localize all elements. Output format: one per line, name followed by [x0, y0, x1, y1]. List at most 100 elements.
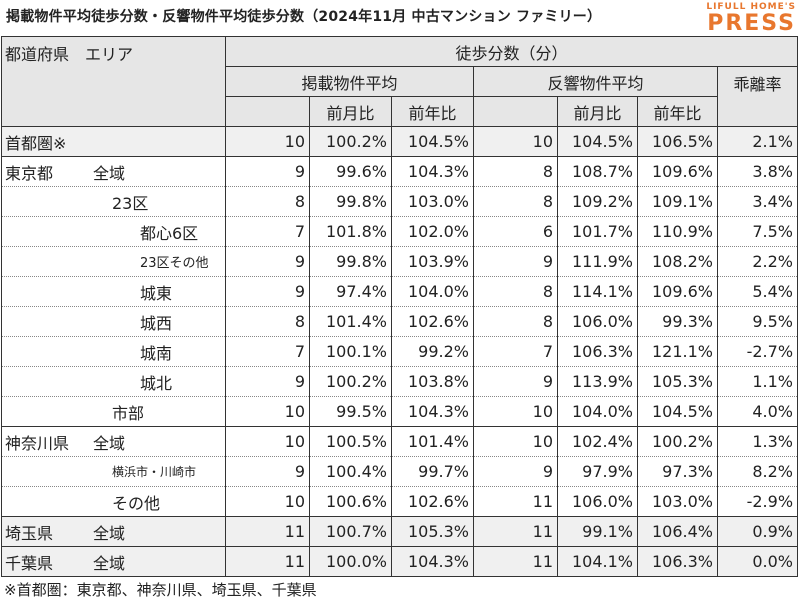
cell-listed-yoy: 101.4% — [391, 426, 474, 457]
row-label: 都心6区 — [1, 216, 226, 247]
area-label: 横浜市・川崎市 — [112, 465, 197, 479]
header-prefecture-area: 都道府県 エリア — [1, 36, 226, 127]
prefecture-label: 首都圏※ — [5, 133, 67, 153]
cell-response-minutes: 8 — [473, 276, 558, 307]
cell-listed-yoy: 105.3% — [391, 516, 474, 547]
cell-listed-minutes: 10 — [225, 126, 310, 157]
area-label: 城南 — [140, 343, 173, 363]
cell-response-mom: 108.7% — [557, 156, 638, 187]
table-row: 首都圏※ 10 100.2% 104.5% 10 104.5% 106.5% 2.1% — [1, 126, 799, 157]
cell-listed-mom: 99.8% — [309, 186, 392, 217]
table-row: 東京都 全域 9 99.6% 104.3% 8 108.7% 109.6% 3.8% — [1, 156, 799, 187]
cell-response-minutes: 11 — [473, 486, 558, 517]
table-row: 23区 8 99.8% 103.0% 8 109.2% 109.1% 3.4% — [1, 186, 799, 217]
cell-gap-rate: -2.7% — [716, 336, 799, 367]
walking-minutes-table: 都道府県 エリア 徒歩分数（分） 掲載物件平均 反響物件平均 乖離率 前月比 前… — [1, 36, 799, 577]
cell-response-mom: 97.9% — [557, 456, 638, 487]
prefecture-label: 神奈川県 — [5, 433, 70, 453]
row-label: 市部 — [1, 396, 226, 427]
cell-response-minutes: 9 — [473, 246, 558, 277]
cell-listed-yoy: 103.9% — [391, 246, 474, 277]
header-gap-rate: 乖離率 — [716, 66, 799, 127]
cell-response-mom: 114.1% — [557, 276, 638, 307]
cell-response-mom: 106.3% — [557, 336, 638, 367]
cell-gap-rate: -2.9% — [716, 486, 799, 517]
cell-listed-minutes: 8 — [225, 186, 310, 217]
row-label: 東京都 全域 — [1, 156, 226, 187]
cell-response-minutes: 11 — [473, 516, 558, 547]
table-row: 埼玉県 全域 11 100.7% 105.3% 11 99.1% 106.4% 0.9% — [1, 516, 799, 547]
cell-listed-yoy: 104.3% — [391, 546, 474, 577]
area-label: 全域 — [93, 433, 126, 453]
cell-listed-yoy: 99.7% — [391, 456, 474, 487]
cell-gap-rate: 3.8% — [716, 156, 799, 187]
cell-listed-minutes: 8 — [225, 306, 310, 337]
header-response-mom: 前月比 — [557, 96, 638, 127]
cell-listed-minutes: 9 — [225, 366, 310, 397]
cell-gap-rate: 0.0% — [716, 546, 799, 577]
area-label: 全域 — [93, 163, 126, 183]
cell-response-yoy: 106.3% — [637, 546, 718, 577]
cell-listed-mom: 100.2% — [309, 126, 392, 157]
page-title: 掲載物件平均徒歩分数・反響物件平均徒歩分数（2024年11月 中古マンション フ… — [6, 9, 602, 25]
row-label: 首都圏※ — [1, 126, 226, 157]
cell-listed-mom: 100.5% — [309, 426, 392, 457]
cell-listed-minutes: 7 — [225, 336, 310, 367]
cell-listed-mom: 100.2% — [309, 366, 392, 397]
area-label: 市部 — [112, 403, 145, 423]
row-label: その他 — [1, 486, 226, 517]
header-walking-minutes: 徒歩分数（分） — [224, 36, 799, 67]
row-label: 城南 — [1, 336, 226, 367]
table-row: 城北 9 100.2% 103.8% 9 113.9% 105.3% 1.1% — [1, 366, 799, 397]
cell-listed-mom: 101.8% — [309, 216, 392, 247]
area-label: 城西 — [140, 313, 173, 333]
cell-listed-minutes: 9 — [225, 156, 310, 187]
cell-response-yoy: 109.6% — [637, 276, 718, 307]
cell-response-minutes: 9 — [473, 366, 558, 397]
cell-gap-rate: 0.9% — [716, 516, 799, 547]
cell-response-minutes: 6 — [473, 216, 558, 247]
row-label: 神奈川県 全域 — [1, 426, 226, 457]
cell-response-mom: 104.5% — [557, 126, 638, 157]
cell-response-mom: 104.0% — [557, 396, 638, 427]
cell-response-yoy: 104.5% — [637, 396, 718, 427]
cell-response-minutes: 11 — [473, 546, 558, 577]
cell-response-mom: 106.0% — [557, 306, 638, 337]
cell-response-mom: 111.9% — [557, 246, 638, 277]
header-blank — [225, 96, 310, 127]
row-label: 23区 — [1, 186, 226, 217]
cell-listed-minutes: 11 — [225, 516, 310, 547]
table-row: 神奈川県 全域 10 100.5% 101.4% 10 102.4% 100.2% 1.3% — [1, 426, 799, 457]
cell-gap-rate: 7.5% — [716, 216, 799, 247]
row-label: 埼玉県 全域 — [1, 516, 226, 547]
table-row: 城西 8 101.4% 102.6% 8 106.0% 99.3% 9.5% — [1, 306, 799, 337]
cell-response-minutes: 7 — [473, 336, 558, 367]
cell-gap-rate: 2.2% — [716, 246, 799, 277]
cell-response-minutes: 10 — [473, 396, 558, 427]
cell-listed-mom: 99.6% — [309, 156, 392, 187]
brand-logo: LIFULL HOME'S PRESS — [676, 0, 796, 35]
cell-response-mom: 99.1% — [557, 516, 638, 547]
prefecture-label: 東京都 — [5, 163, 54, 183]
cell-listed-mom: 100.0% — [309, 546, 392, 577]
table-row: 城南 7 100.1% 99.2% 7 106.3% 121.1% -2.7% — [1, 336, 799, 367]
cell-listed-minutes: 11 — [225, 546, 310, 577]
cell-listed-minutes: 7 — [225, 216, 310, 247]
table-header: 都道府県 エリア 徒歩分数（分） 掲載物件平均 反響物件平均 乖離率 前月比 前… — [1, 36, 799, 127]
cell-response-yoy: 121.1% — [637, 336, 718, 367]
cell-gap-rate: 2.1% — [716, 126, 799, 157]
cell-listed-minutes: 10 — [225, 486, 310, 517]
cell-response-yoy: 110.9% — [637, 216, 718, 247]
table-row: その他 10 100.6% 102.6% 11 106.0% 103.0% -2.9% — [1, 486, 799, 517]
cell-listed-yoy: 103.0% — [391, 186, 474, 217]
row-label: 城西 — [1, 306, 226, 337]
cell-response-mom: 106.0% — [557, 486, 638, 517]
header-listed-mom: 前月比 — [309, 96, 392, 127]
cell-response-mom: 113.9% — [557, 366, 638, 397]
cell-listed-yoy: 102.6% — [391, 486, 474, 517]
header-listed-average: 掲載物件平均 — [225, 66, 474, 97]
cell-listed-yoy: 104.3% — [391, 156, 474, 187]
cell-response-yoy: 99.3% — [637, 306, 718, 337]
cell-listed-yoy: 102.0% — [391, 216, 474, 247]
table-row: 23区その他 9 99.8% 103.9% 9 111.9% 108.2% 2.2% — [1, 246, 799, 277]
